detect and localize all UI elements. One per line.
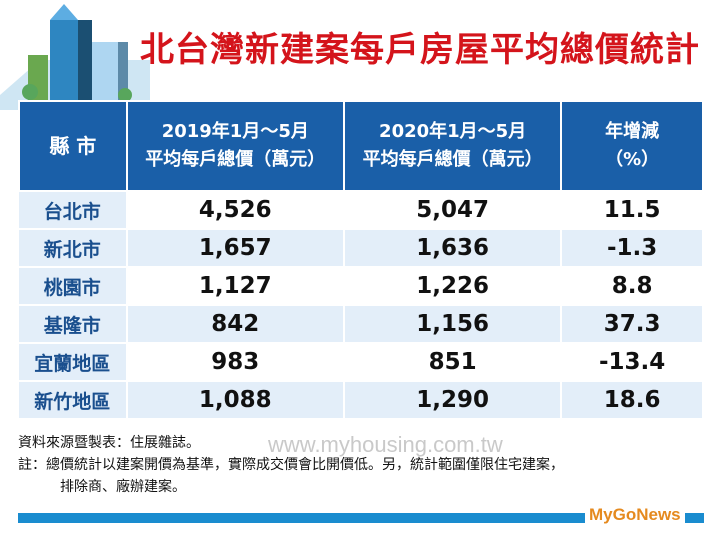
mygonews-logo: MyGoNews [585, 505, 685, 525]
change-cell: -1.3 [561, 229, 704, 268]
header-2020-line2: 平均每戶總價（萬元） [362, 149, 543, 170]
header-2020-line1: 2020年1月～5月 [379, 121, 527, 142]
city-cell: 宜蘭地區 [19, 343, 128, 382]
table-row: 新竹地區 1,088 1,290 18.6 [19, 381, 704, 420]
value-2020-cell: 1,156 [343, 305, 563, 344]
header-change-line2: （%） [605, 149, 660, 170]
notes: 資料來源暨製表：住展雜誌。 註：總價統計以建案開價為基準，實際成交價會比開價低。… [18, 432, 708, 498]
value-2020-cell: 5,047 [343, 191, 563, 230]
table-row: 桃園市 1,127 1,226 8.8 [19, 267, 704, 306]
value-2019-cell: 983 [126, 343, 345, 382]
note-line1: 註：總價統計以建案開價為基準，實際成交價會比開價低。另，統計範圍僅限住宅建案， [18, 457, 564, 473]
city-cell: 桃園市 [19, 267, 128, 306]
bottom-bar [18, 513, 704, 523]
value-2020-cell: 1,226 [343, 267, 563, 306]
source-note: 資料來源暨製表：住展雜誌。 [18, 435, 200, 451]
title-bar: 北台灣新建案每戶房屋平均總價統計 [0, 0, 720, 110]
city-cell: 新北市 [19, 229, 128, 268]
price-table: 縣 市 2019年1月～5月 平均每戶總價（萬元） 2020年1月～5月 平均每… [18, 100, 704, 425]
header-2019: 2019年1月～5月 平均每戶總價（萬元） [125, 100, 345, 192]
buildings-icon [0, 4, 150, 110]
watermark: www.myhousing.com.tw [268, 432, 503, 457]
table-row: 台北市 4,526 5,047 11.5 [19, 191, 704, 230]
header-2019-line1: 2019年1月～5月 [161, 121, 309, 142]
header-city: 縣 市 [18, 100, 128, 192]
note-line2: 排除商、廠辦建案。 [60, 479, 186, 495]
value-2019-cell: 842 [126, 305, 345, 344]
value-2019-cell: 1,657 [126, 229, 345, 268]
city-cell: 基隆市 [19, 305, 128, 344]
city-cell: 台北市 [19, 191, 128, 230]
value-2020-cell: 851 [343, 343, 563, 382]
change-cell: -13.4 [561, 343, 704, 382]
city-cell: 新竹地區 [19, 381, 128, 420]
change-cell: 18.6 [561, 381, 704, 420]
value-2019-cell: 1,088 [126, 381, 345, 420]
page-title: 北台灣新建案每戶房屋平均總價統計 [140, 30, 700, 70]
value-2020-cell: 1,636 [343, 229, 563, 268]
table-row: 新北市 1,657 1,636 -1.3 [19, 229, 704, 268]
value-2019-cell: 1,127 [126, 267, 345, 306]
change-cell: 8.8 [561, 267, 704, 306]
value-2020-cell: 1,290 [343, 381, 563, 420]
header-change: 年增減 （%） [560, 100, 704, 192]
table-row: 基隆市 842 1,156 37.3 [19, 305, 704, 344]
header-change-line1: 年增減 [605, 121, 660, 142]
change-cell: 11.5 [561, 191, 704, 230]
header-2019-line2: 平均每戶總價（萬元） [145, 149, 326, 170]
table-row: 宜蘭地區 983 851 -13.4 [19, 343, 704, 382]
value-2019-cell: 4,526 [126, 191, 345, 230]
header-2020: 2020年1月～5月 平均每戶總價（萬元） [342, 100, 563, 192]
change-cell: 37.3 [561, 305, 704, 344]
